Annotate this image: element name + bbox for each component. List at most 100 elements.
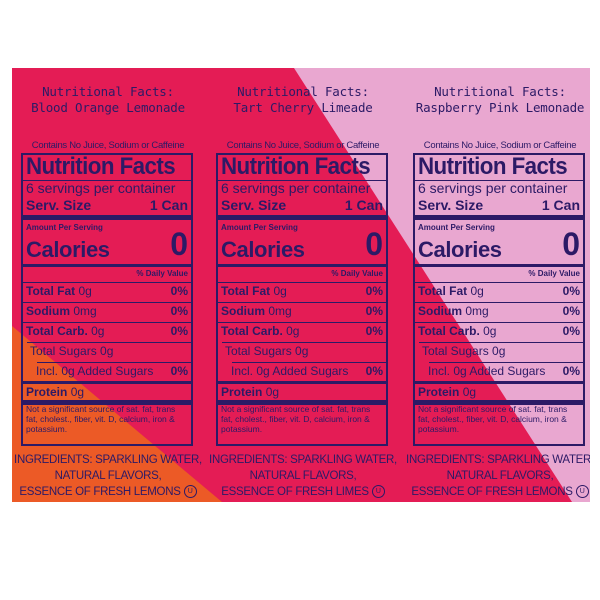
- divider: [23, 322, 191, 323]
- nutrient-row: Sodium 0mg 0%: [221, 304, 383, 318]
- divider: [415, 180, 583, 181]
- ingredients: INGREDIENTS: SPARKLING WATER, NATURAL FL…: [12, 452, 204, 500]
- divider: [27, 342, 191, 343]
- servings-per-container: 6 servings per container: [418, 180, 568, 196]
- nutrient-row: Protein 0g: [221, 385, 280, 399]
- nutrient-row: Total Fat 0g 0%: [418, 284, 580, 298]
- kosher-symbol-icon: U: [183, 485, 197, 499]
- flavor-heading: Nutritional Facts: Blood Orange Lemonade: [12, 84, 204, 116]
- divider-thick: [218, 400, 386, 405]
- nutrient-row: Incl. 0g Added Sugars 0%: [231, 364, 383, 378]
- ingredients-line: NATURAL FLAVORS,: [249, 470, 357, 482]
- flavor-heading: Nutritional Facts: Tart Cherry Limeade: [207, 84, 399, 116]
- divider-medium: [415, 381, 583, 384]
- daily-value-header: % Daily Value: [331, 269, 383, 278]
- serving-size-value: 1 Can: [541, 197, 580, 213]
- ingredients-line: ESSENCE OF FRESH LEMONS: [411, 486, 573, 498]
- nutrient-row: Sodium 0mg 0%: [26, 304, 188, 318]
- ingredients-line: NATURAL FLAVORS,: [54, 470, 162, 482]
- serving-size-label: Serv. Size: [221, 197, 287, 213]
- calories-label: Calories: [221, 237, 305, 262]
- diagonal-color-background: [12, 68, 590, 502]
- nutrient-row: Total Sugars 0g: [422, 344, 506, 358]
- column-tart-cherry: Nutritional Facts: Tart Cherry Limeade C…: [207, 68, 399, 502]
- calories-value: 0: [365, 226, 383, 262]
- nutrient-row: Total Carb. 0g 0%: [418, 324, 580, 338]
- flavor-heading: Nutritional Facts: Raspberry Pink Lemona…: [404, 84, 590, 116]
- ingredients-line: INGREDIENTS: SPARKLING WATER,: [14, 454, 202, 466]
- heading-line-1: Nutritional Facts:: [237, 84, 369, 99]
- ingredients: INGREDIENTS: SPARKLING WATER, NATURAL FL…: [404, 452, 590, 500]
- panel-title: Nutrition Facts: [418, 153, 568, 180]
- nutrient-row: Total Sugars 0g: [30, 344, 114, 358]
- divider: [218, 180, 386, 181]
- calories-label: Calories: [26, 237, 110, 262]
- divider: [218, 322, 386, 323]
- divider-thick: [23, 215, 191, 220]
- divider-medium: [218, 264, 386, 267]
- panel-footnote: Not a significant source of sat. fat, tr…: [26, 404, 176, 434]
- contents-note: Contains No Juice, Sodium or Caffeine: [423, 140, 577, 151]
- heading-line-1: Nutritional Facts:: [434, 84, 566, 99]
- heading-line-1: Nutritional Facts:: [42, 84, 174, 99]
- nutrient-row: Total Carb. 0g 0%: [221, 324, 383, 338]
- amount-per-serving: Amount Per Serving: [418, 223, 495, 232]
- divider-thick: [415, 400, 583, 405]
- divider: [419, 342, 583, 343]
- ingredients: INGREDIENTS: SPARKLING WATER, NATURAL FL…: [207, 452, 399, 500]
- heading-flavor-name: Tart Cherry Limeade: [233, 100, 373, 115]
- divider: [222, 342, 386, 343]
- divider: [23, 180, 191, 181]
- ingredients-line: INGREDIENTS: SPARKLING WATER,: [406, 454, 590, 466]
- divider-thick: [23, 400, 191, 405]
- amount-per-serving: Amount Per Serving: [26, 223, 103, 232]
- divider: [23, 282, 191, 283]
- nutrient-row: Sodium 0mg 0%: [418, 304, 580, 318]
- panel-footnote: Not a significant source of sat. fat, tr…: [221, 404, 371, 434]
- heading-flavor-name: Raspberry Pink Lemonade: [415, 100, 585, 115]
- nutrient-row: Protein 0g: [26, 385, 85, 399]
- divider-thick: [415, 215, 583, 220]
- calories-value: 0: [562, 226, 580, 262]
- contents-note: Contains No Juice, Sodium or Caffeine: [31, 140, 185, 151]
- divider-thick: [218, 215, 386, 220]
- divider: [232, 362, 386, 363]
- kosher-symbol-icon: U: [575, 485, 589, 499]
- divider: [218, 302, 386, 303]
- divider: [415, 302, 583, 303]
- nutrient-row: Total Fat 0g 0%: [26, 284, 188, 298]
- servings-per-container: 6 servings per container: [221, 180, 371, 196]
- daily-value-header: % Daily Value: [528, 269, 580, 278]
- column-raspberry-pink: Nutritional Facts: Raspberry Pink Lemona…: [404, 68, 590, 502]
- nutrition-facts-panel: Nutrition Facts 6 servings per container…: [21, 153, 193, 446]
- ingredients-line: ESSENCE OF FRESH LEMONS: [19, 486, 181, 498]
- ingredients-line: INGREDIENTS: SPARKLING WATER,: [209, 454, 397, 466]
- column-blood-orange: Nutritional Facts: Blood Orange Lemonade…: [12, 68, 204, 502]
- divider: [37, 362, 191, 363]
- panel-footnote: Not a significant source of sat. fat, tr…: [418, 404, 568, 434]
- divider: [218, 282, 386, 283]
- divider: [415, 282, 583, 283]
- calories-value: 0: [170, 226, 188, 262]
- kosher-symbol-icon: U: [371, 485, 385, 499]
- divider-medium: [23, 381, 191, 384]
- daily-value-header: % Daily Value: [136, 269, 188, 278]
- nutrition-facts-panel: Nutrition Facts 6 servings per container…: [413, 153, 585, 446]
- serving-size-value: 1 Can: [149, 197, 188, 213]
- amount-per-serving: Amount Per Serving: [221, 223, 298, 232]
- serving-size-label: Serv. Size: [26, 197, 92, 213]
- calories-label: Calories: [418, 237, 502, 262]
- contents-note: Contains No Juice, Sodium or Caffeine: [226, 140, 380, 151]
- divider: [415, 322, 583, 323]
- nutrient-row: Total Sugars 0g: [225, 344, 309, 358]
- panel-title: Nutrition Facts: [221, 153, 371, 180]
- nutrient-row: Incl. 0g Added Sugars 0%: [428, 364, 580, 378]
- panel-title: Nutrition Facts: [26, 153, 176, 180]
- serving-size-label: Serv. Size: [418, 197, 484, 213]
- divider: [23, 302, 191, 303]
- nutrient-row: Protein 0g: [418, 385, 477, 399]
- divider-medium: [415, 264, 583, 267]
- label-artwork: Nutritional Facts: Blood Orange Lemonade…: [12, 68, 590, 502]
- divider-medium: [23, 264, 191, 267]
- divider: [429, 362, 583, 363]
